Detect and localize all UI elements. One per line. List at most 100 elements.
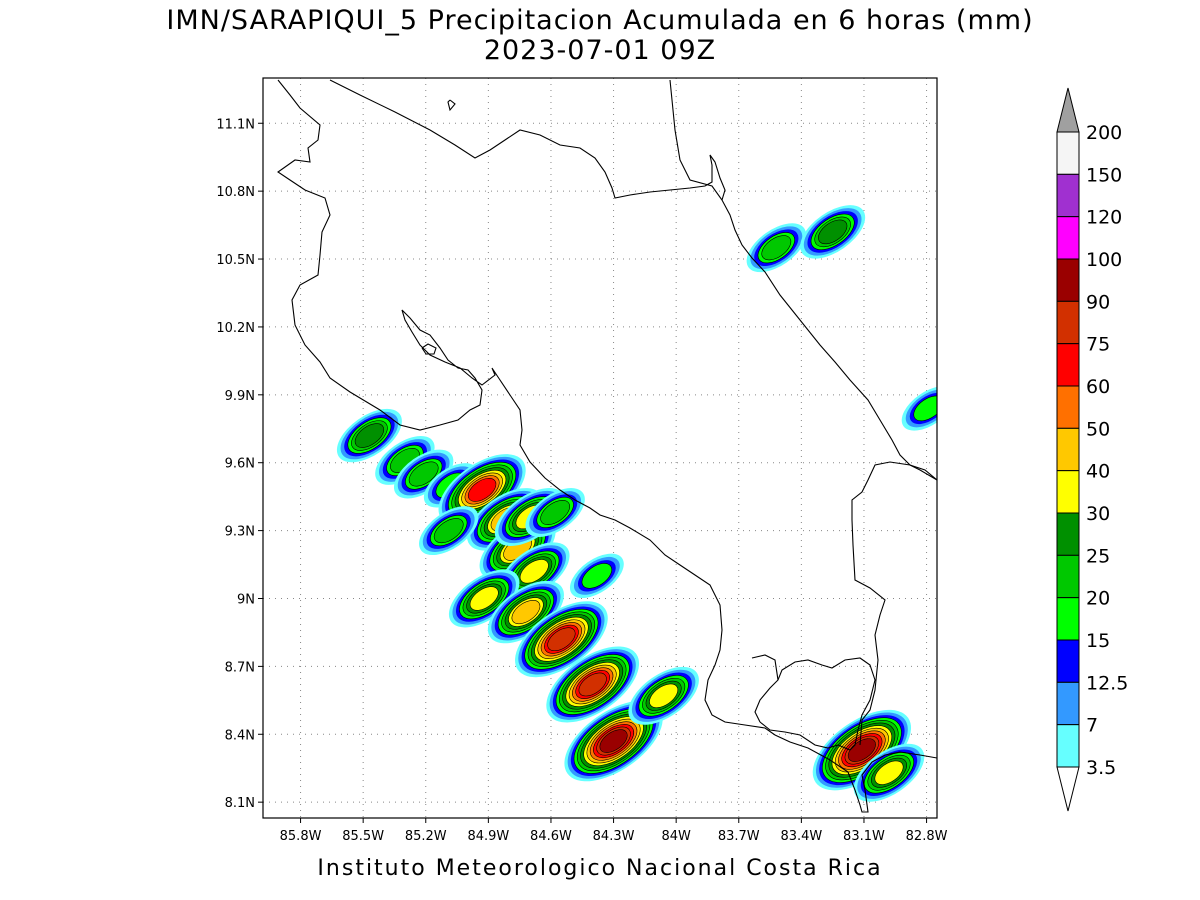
lat-tick-label: 8.4N — [225, 728, 255, 743]
precip-band — [581, 563, 613, 589]
colorbar-swatch — [1056, 173, 1080, 218]
colorbar-label: 40 — [1086, 461, 1110, 483]
precipitation-cell — [336, 408, 402, 463]
colorbar-swatch — [1056, 216, 1080, 260]
precip-band — [913, 395, 937, 422]
lat-tick-label: 8.7N — [225, 660, 255, 675]
colorbar-swatch — [1056, 554, 1080, 599]
lon-tick-label: 82.8W — [906, 829, 948, 844]
precip-band — [578, 672, 607, 697]
coastline-pacific-north — [277, 79, 937, 813]
precip-band — [599, 729, 628, 753]
lat-tick-label: 11.1N — [216, 117, 255, 132]
lat-tick-label: 9N — [237, 592, 255, 607]
lat-tick-label: 9.9N — [225, 389, 255, 404]
precip-band — [540, 500, 570, 525]
precipitation-cell — [746, 223, 807, 273]
precip-band — [818, 219, 848, 245]
precipitation-layer — [336, 205, 937, 802]
colorbar-label: 7 — [1086, 715, 1098, 737]
lat-tick-label: 9.3N — [225, 525, 255, 540]
precipitation-cell — [448, 569, 520, 628]
panama-border — [851, 461, 937, 746]
coastline-gulf — [751, 654, 779, 681]
precip-band — [519, 559, 549, 584]
chart-subtitle-date: 2023-07-01 09Z — [483, 35, 717, 66]
colorbar-swatch — [1056, 512, 1080, 556]
precipitation-cell — [419, 506, 479, 556]
colorbar-swatch — [1056, 470, 1080, 514]
coastline-osa-peninsula — [754, 657, 876, 751]
lat-tick-label: 10.8N — [216, 185, 255, 200]
precipitation-cell — [525, 488, 585, 537]
colorbar-label: 25 — [1086, 545, 1110, 567]
colorbar-label: 20 — [1086, 588, 1110, 610]
colorbar-label: 90 — [1086, 291, 1110, 313]
lon-tick-label: 84.9W — [467, 829, 509, 844]
lon-tick-label: 85.2W — [405, 829, 447, 844]
colorbar-swatch — [1056, 258, 1080, 302]
precip-band — [511, 600, 541, 625]
lon-tick-label: 84W — [661, 829, 691, 844]
lon-tick-label: 83.1W — [843, 829, 885, 844]
colorbar-label: 120 — [1086, 207, 1122, 229]
colorbar-swatch — [1056, 131, 1080, 175]
lon-tick-label: 83.7W — [718, 829, 760, 844]
precipitation-cell — [569, 553, 624, 599]
precipitation-cell — [487, 580, 564, 644]
lon-tick-label: 84.3W — [593, 829, 635, 844]
lat-tick-label: 8.1N — [225, 796, 255, 811]
colorbar-bottom-triangle — [1056, 766, 1080, 812]
lake-island — [447, 99, 456, 112]
precipitation-cell — [901, 386, 937, 431]
colorbar-label: 50 — [1086, 418, 1110, 440]
map-frame — [262, 77, 938, 819]
lon-tick-label: 84.6W — [530, 829, 572, 844]
precip-band — [874, 760, 904, 785]
precipitation-cell — [515, 601, 608, 678]
lat-tick-label: 10.2N — [216, 321, 255, 336]
lon-tick-label: 83.4W — [780, 829, 822, 844]
colorbar-label: 12.5 — [1086, 672, 1128, 694]
colorbar-label: 3.5 — [1086, 757, 1116, 779]
colorbar-top-triangle — [1056, 87, 1080, 133]
precipitation-cell — [853, 743, 925, 802]
precipitation-cell — [375, 435, 435, 485]
colorbar-swatch — [1056, 597, 1080, 641]
precipitation-cell — [800, 205, 866, 259]
coastline-layer — [277, 79, 937, 813]
small-island — [421, 343, 437, 355]
colorbar-swatch — [1056, 639, 1080, 683]
colorbar-label: 60 — [1086, 376, 1110, 398]
colorbar-swatch — [1056, 300, 1080, 345]
precip-band — [469, 586, 499, 611]
precip-band — [408, 461, 439, 487]
coastline-nicaragua-lake — [329, 79, 726, 201]
lon-tick-label: 85.8W — [280, 829, 322, 844]
lat-tick-label: 10.5N — [216, 253, 255, 268]
precip-band — [547, 627, 576, 652]
lat-tick-label: 9.6N — [225, 457, 255, 472]
colorbar-swatch — [1056, 681, 1080, 726]
precip-band — [649, 683, 679, 708]
colorbar-swatch — [1056, 385, 1080, 429]
precip-band — [761, 235, 792, 261]
caribbean-coast — [669, 79, 937, 481]
precip-band — [433, 518, 464, 544]
colorbar-label: 150 — [1086, 164, 1122, 186]
colorbar-label: 75 — [1086, 334, 1110, 356]
footer-credit: Instituto Meteorologico Nacional Costa R… — [317, 856, 883, 881]
colorbar-swatch — [1056, 427, 1080, 472]
precip-band — [354, 423, 385, 448]
colorbar: 200 150 120 100 90 75 60 50 40 30 25 20 15 12.5 7 3.5 — [1056, 87, 1128, 812]
colorbar-label: 30 — [1086, 503, 1110, 525]
colorbar-swatch — [1056, 724, 1080, 768]
colorbar-label: 100 — [1086, 249, 1122, 271]
colorbar-swatch — [1056, 343, 1080, 387]
precip-band — [467, 477, 497, 502]
chart-title: IMN/SARAPIQUI_5 Precipitacion Acumulada … — [166, 5, 1034, 36]
colorbar-label: 15 — [1086, 630, 1110, 652]
axis-labels: 85.8W 85.5W 85.2W 84.9W 84.6W 84.3W 84W 83.7W 83… — [216, 117, 947, 844]
colorbar-label: 200 — [1086, 122, 1122, 144]
